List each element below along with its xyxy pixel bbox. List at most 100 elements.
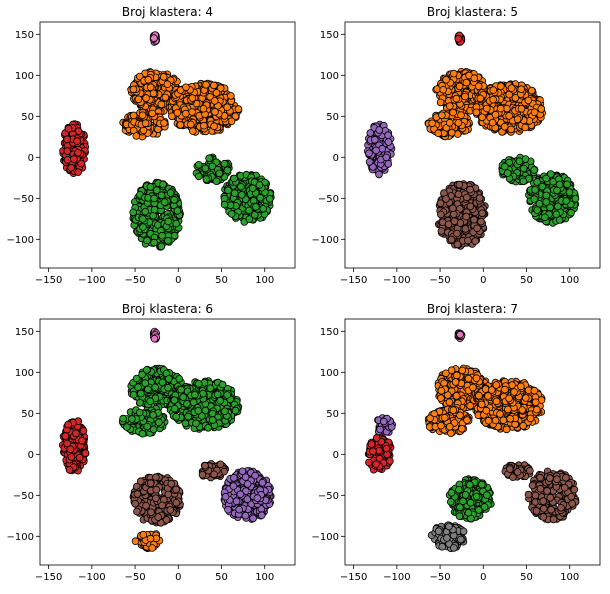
data-point bbox=[525, 97, 532, 104]
data-point bbox=[142, 380, 149, 387]
data-point bbox=[158, 243, 165, 250]
data-point bbox=[213, 178, 220, 185]
data-point bbox=[456, 83, 463, 90]
data-point bbox=[130, 112, 137, 119]
data-point bbox=[158, 101, 165, 108]
data-point bbox=[171, 232, 178, 239]
data-point bbox=[508, 126, 515, 133]
data-point bbox=[437, 99, 444, 106]
data-point bbox=[167, 190, 174, 197]
data-point bbox=[250, 515, 257, 522]
data-point bbox=[139, 430, 146, 437]
data-point bbox=[68, 454, 75, 461]
data-point bbox=[185, 413, 192, 420]
data-point bbox=[167, 507, 174, 514]
data-point bbox=[564, 181, 571, 188]
data-point bbox=[224, 392, 231, 399]
data-point bbox=[206, 155, 213, 162]
data-point bbox=[429, 120, 436, 127]
data-point bbox=[135, 384, 142, 391]
data-point bbox=[217, 461, 224, 468]
data-point bbox=[230, 483, 237, 490]
data-point bbox=[147, 84, 154, 91]
data-point bbox=[150, 412, 157, 419]
data-point bbox=[145, 386, 152, 393]
x-tick-label: 50 bbox=[215, 572, 228, 583]
data-point bbox=[159, 379, 166, 386]
data-point bbox=[476, 195, 483, 202]
x-tick-label: −100 bbox=[78, 275, 105, 286]
data-point bbox=[153, 474, 160, 481]
data-point bbox=[253, 204, 260, 211]
data-point bbox=[203, 176, 210, 183]
data-point bbox=[133, 375, 140, 382]
data-point bbox=[497, 105, 504, 112]
panel-title: Broj klastera: 6 bbox=[122, 302, 213, 316]
data-point bbox=[138, 390, 145, 397]
data-point bbox=[130, 391, 137, 398]
data-point bbox=[168, 480, 175, 487]
x-tick-label: −50 bbox=[430, 275, 451, 286]
data-point bbox=[478, 218, 485, 225]
data-point bbox=[225, 506, 232, 513]
data-point bbox=[159, 502, 166, 509]
data-point bbox=[184, 401, 191, 408]
data-point bbox=[132, 500, 139, 507]
data-point bbox=[239, 468, 246, 475]
data-point bbox=[231, 190, 238, 197]
y-tick-label: −50 bbox=[318, 194, 339, 205]
data-point bbox=[238, 183, 245, 190]
data-point bbox=[165, 384, 172, 391]
data-point bbox=[385, 161, 392, 168]
x-tick-label: 0 bbox=[480, 275, 486, 286]
data-point bbox=[145, 76, 152, 83]
data-point bbox=[254, 495, 261, 502]
data-point bbox=[246, 216, 253, 223]
data-point bbox=[165, 218, 172, 225]
data-point bbox=[518, 105, 525, 112]
data-point bbox=[147, 535, 154, 542]
cluster-1 bbox=[59, 418, 89, 474]
data-point bbox=[147, 398, 154, 405]
data-point bbox=[514, 116, 521, 123]
data-point bbox=[443, 196, 450, 203]
data-point bbox=[450, 109, 457, 116]
cluster-1 bbox=[365, 433, 394, 473]
x-tick-label: −50 bbox=[125, 275, 146, 286]
data-point bbox=[162, 94, 169, 101]
data-point bbox=[231, 475, 238, 482]
data-point bbox=[139, 216, 146, 223]
data-point bbox=[211, 471, 218, 478]
panel-title: Broj klastera: 4 bbox=[122, 5, 213, 19]
data-point bbox=[211, 123, 218, 130]
data-point bbox=[458, 112, 465, 119]
data-point bbox=[182, 110, 189, 117]
data-point bbox=[75, 169, 82, 176]
x-tick-label: 100 bbox=[255, 572, 274, 583]
x-tick-label: −150 bbox=[340, 275, 367, 286]
data-point bbox=[151, 206, 158, 213]
data-point bbox=[74, 138, 81, 145]
data-point bbox=[150, 90, 157, 97]
cluster-5 bbox=[455, 32, 465, 45]
data-point bbox=[187, 121, 194, 128]
data-point bbox=[440, 86, 447, 93]
data-point bbox=[249, 185, 256, 192]
data-point bbox=[448, 129, 455, 136]
data-point bbox=[149, 545, 156, 552]
data-point bbox=[189, 109, 196, 116]
data-point bbox=[371, 136, 378, 143]
data-point bbox=[65, 125, 72, 132]
data-point bbox=[473, 109, 480, 116]
data-point bbox=[536, 200, 543, 207]
data-point bbox=[236, 506, 243, 513]
data-point bbox=[237, 491, 244, 498]
data-point bbox=[142, 120, 149, 127]
data-point bbox=[189, 128, 196, 135]
data-point bbox=[543, 199, 550, 206]
cluster-4 bbox=[150, 32, 160, 46]
data-point bbox=[538, 106, 545, 113]
data-point bbox=[216, 170, 223, 177]
data-point bbox=[437, 211, 444, 218]
